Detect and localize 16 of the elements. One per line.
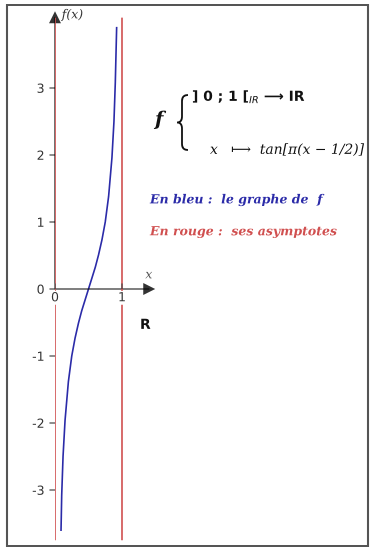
- y-tick-label: -1: [32, 352, 44, 361]
- y-tick-label: 1: [38, 218, 44, 227]
- text: En bleu : le graphe de f: [150, 194, 324, 206]
- text: f: [154, 110, 166, 130]
- line-series: [60, 26, 118, 532]
- text: En rouge : ses asymptotes: [150, 226, 337, 238]
- y-tick-label: 0: [37, 284, 44, 294]
- y-tick-label: 2: [38, 150, 44, 160]
- x-axis-title: x: [145, 272, 152, 278]
- y-tick-label: -2: [32, 418, 44, 428]
- y-tick-label: 3: [38, 83, 44, 93]
- y-tick-label: -3: [32, 485, 44, 495]
- annotation: R: [141, 318, 150, 329]
- y-axis-title: f(x): [60, 8, 82, 21]
- text: x ⟼ tan[π(x − 1/2)]: [210, 143, 364, 156]
- text: ] 0 ; 1 [$_{IR}$ ⟶ IR: [192, 90, 304, 104]
